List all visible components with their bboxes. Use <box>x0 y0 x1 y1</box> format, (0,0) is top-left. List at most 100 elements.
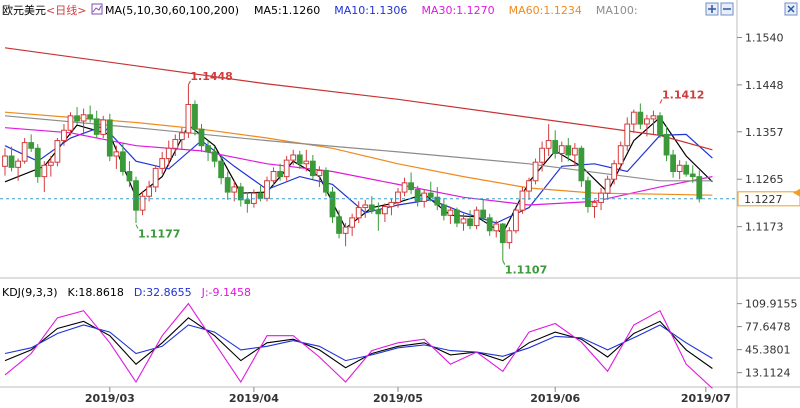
candle[interactable] <box>336 210 342 239</box>
candle[interactable] <box>283 156 290 181</box>
candle[interactable] <box>316 166 323 187</box>
candle[interactable] <box>165 140 172 167</box>
close-button[interactable] <box>784 2 798 16</box>
candle[interactable] <box>493 220 500 238</box>
candle[interactable] <box>591 199 598 218</box>
candle[interactable] <box>198 124 205 152</box>
candle[interactable] <box>532 158 539 185</box>
candle[interactable] <box>454 207 460 228</box>
candle[interactable] <box>303 149 310 172</box>
candle[interactable] <box>506 227 513 249</box>
zoom-out-button[interactable] <box>720 2 734 16</box>
candle[interactable] <box>296 150 303 169</box>
candle[interactable] <box>565 137 572 162</box>
candle[interactable] <box>388 198 395 216</box>
candle[interactable] <box>611 160 618 185</box>
candle[interactable] <box>106 113 113 162</box>
candle[interactable] <box>434 186 441 211</box>
candle[interactable] <box>578 145 585 187</box>
candle[interactable] <box>80 108 87 135</box>
candle[interactable] <box>585 176 591 213</box>
candle[interactable] <box>676 160 683 180</box>
candle[interactable] <box>21 137 28 164</box>
candle[interactable] <box>87 105 94 123</box>
candle[interactable] <box>290 149 297 166</box>
candle[interactable] <box>205 140 211 162</box>
candle[interactable] <box>323 167 329 197</box>
candle[interactable] <box>480 199 487 222</box>
candle[interactable] <box>192 100 198 136</box>
candle[interactable] <box>126 161 133 187</box>
candle[interactable] <box>545 124 552 157</box>
candle[interactable] <box>513 207 519 234</box>
candle[interactable] <box>630 109 637 133</box>
candle[interactable] <box>670 149 677 178</box>
candle[interactable] <box>133 176 139 224</box>
candle[interactable] <box>571 143 578 167</box>
candle[interactable] <box>362 199 369 218</box>
candle[interactable] <box>552 130 559 159</box>
candle[interactable] <box>519 186 526 214</box>
candle[interactable] <box>368 196 375 214</box>
candle[interactable] <box>650 110 657 135</box>
candle[interactable] <box>395 187 401 208</box>
candle[interactable] <box>604 175 611 200</box>
candle[interactable] <box>309 154 316 180</box>
candle[interactable] <box>408 172 415 195</box>
candle[interactable] <box>93 110 100 138</box>
candle[interactable] <box>244 192 251 213</box>
candle[interactable] <box>683 161 690 177</box>
candle[interactable] <box>617 141 624 169</box>
candle[interactable] <box>178 127 185 150</box>
candle[interactable] <box>67 112 74 136</box>
candle[interactable] <box>100 115 107 138</box>
candle[interactable] <box>54 137 61 167</box>
candle[interactable] <box>355 201 362 224</box>
candle[interactable] <box>467 210 473 230</box>
candle[interactable] <box>28 134 35 152</box>
candle[interactable] <box>421 189 428 208</box>
candle[interactable] <box>473 206 480 230</box>
candle[interactable] <box>657 112 663 138</box>
candle[interactable] <box>342 223 349 247</box>
candle[interactable] <box>159 151 166 175</box>
candle[interactable] <box>47 156 54 177</box>
candle[interactable] <box>689 165 696 183</box>
candle[interactable] <box>264 176 270 202</box>
candle[interactable] <box>526 177 532 200</box>
candle[interactable] <box>696 170 703 203</box>
candle[interactable] <box>224 171 231 200</box>
candle[interactable] <box>637 103 644 130</box>
candle[interactable] <box>270 167 277 186</box>
candle[interactable] <box>61 124 67 146</box>
candle[interactable] <box>34 144 41 183</box>
candle[interactable] <box>120 143 126 176</box>
candle[interactable] <box>447 206 454 225</box>
candle[interactable] <box>2 148 8 176</box>
candle[interactable] <box>499 223 506 261</box>
candle[interactable] <box>329 186 336 224</box>
candle[interactable] <box>15 158 21 181</box>
candle[interactable] <box>113 145 120 169</box>
ma-settings-button[interactable] <box>91 3 103 15</box>
candle[interactable] <box>558 141 565 163</box>
candle[interactable] <box>172 134 179 157</box>
candle[interactable] <box>486 213 493 236</box>
candle[interactable] <box>401 177 408 197</box>
candle[interactable] <box>349 213 356 236</box>
candle[interactable] <box>8 146 15 172</box>
candle[interactable] <box>277 163 284 181</box>
candle[interactable] <box>644 114 650 137</box>
candle[interactable] <box>218 154 225 185</box>
candle[interactable] <box>152 165 159 193</box>
candle[interactable] <box>440 198 447 221</box>
candle[interactable] <box>460 213 467 231</box>
candle[interactable] <box>375 202 382 231</box>
candle[interactable] <box>139 192 146 216</box>
candle[interactable] <box>382 203 388 222</box>
candle[interactable] <box>539 141 546 172</box>
candle[interactable] <box>146 180 152 202</box>
candle[interactable] <box>41 161 48 193</box>
candle[interactable] <box>185 84 192 138</box>
